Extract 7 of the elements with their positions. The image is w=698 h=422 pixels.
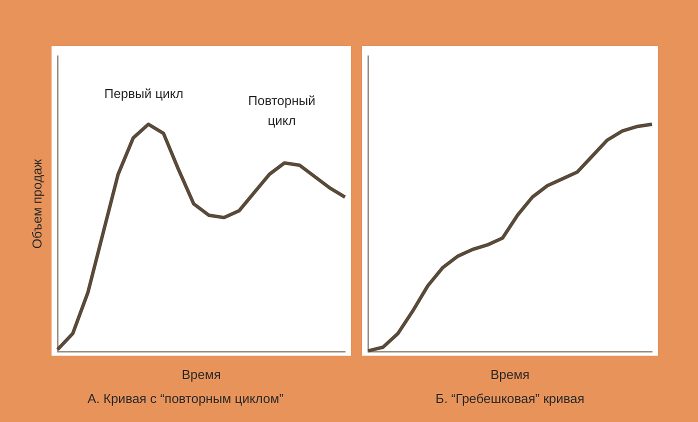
text: Б. “Гребешковая” кривая xyxy=(436,390,584,406)
annotation: Повторный цикл xyxy=(248,92,316,128)
text: Первый цикл xyxy=(104,86,184,102)
y-axis-title: Объем продаж xyxy=(29,158,44,249)
x-axis-title: Время xyxy=(490,367,530,382)
x-axis-title: Время xyxy=(182,367,221,382)
text: А. Кривая с “повторным циклом” xyxy=(87,390,284,406)
